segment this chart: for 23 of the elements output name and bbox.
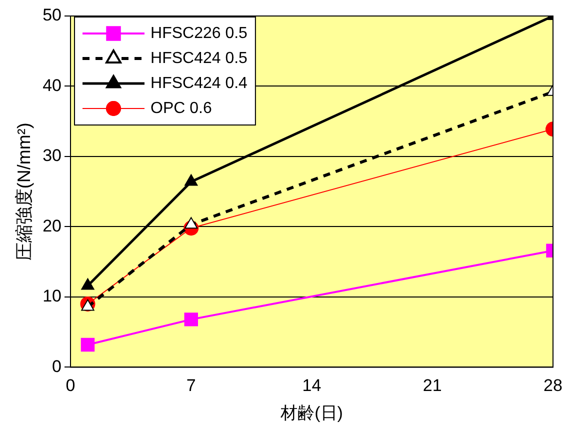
y-axis-title: 圧縮強度(N/mm²)	[14, 122, 34, 261]
y-tick-label: 10	[42, 286, 62, 306]
x-axis-title: 材齢(日)	[280, 403, 343, 422]
legend-label: HFSC226 0.5	[150, 24, 248, 42]
y-tick-label: 0	[52, 356, 62, 376]
legend-label: HFSC424 0.4	[150, 74, 248, 92]
y-tick-label: 50	[42, 6, 62, 25]
x-tick-label: 28	[544, 376, 562, 396]
point	[184, 312, 198, 326]
point	[80, 338, 95, 352]
point	[81, 278, 94, 290]
point	[184, 217, 198, 229]
x-tick-label: 14	[302, 376, 322, 396]
y-tick-label: 30	[42, 146, 62, 166]
point	[184, 174, 198, 186]
x-tick-label: 21	[422, 376, 442, 396]
legend-label: HFSC424 0.5	[150, 50, 248, 67]
x-tick-label: 7	[186, 376, 196, 396]
y-tick-label: 40	[42, 76, 62, 95]
x-tick-label: 0	[66, 376, 76, 396]
y-tick-label: 20	[42, 216, 62, 236]
legend-label: OPC 0.6	[150, 100, 212, 117]
point	[81, 299, 94, 311]
